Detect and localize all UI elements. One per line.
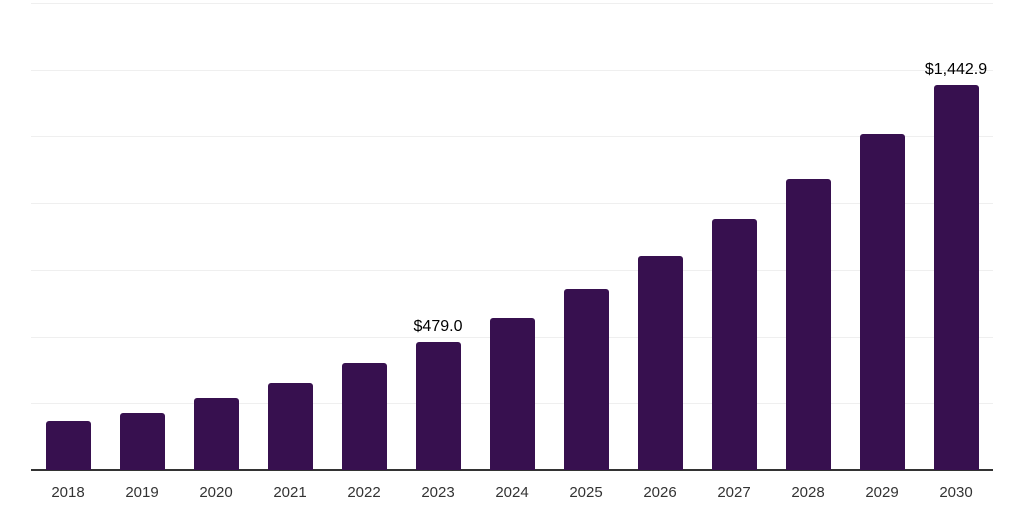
bar-2029[interactable] (859, 133, 905, 470)
gridline (31, 203, 993, 205)
x-tick-2025: 2025 (569, 484, 603, 501)
bar-2019[interactable] (119, 413, 165, 470)
x-tick-2030: 2030 (939, 484, 973, 501)
x-axis-line (31, 469, 993, 471)
x-tick-2023: 2023 (421, 484, 455, 501)
x-tick-2022: 2022 (347, 484, 381, 501)
gridline (31, 136, 993, 138)
x-tick-2019: 2019 (125, 484, 159, 501)
gridline (31, 3, 993, 4)
bar-2023[interactable] (415, 342, 461, 470)
bar-2021[interactable] (267, 383, 313, 470)
bar-2028[interactable] (785, 178, 831, 470)
bar-2022[interactable] (341, 363, 387, 470)
x-tick-2018: 2018 (51, 484, 85, 501)
x-tick-2020: 2020 (199, 484, 233, 501)
bar-2018[interactable] (45, 420, 91, 470)
gridline (31, 269, 993, 271)
x-tick-2028: 2028 (791, 484, 825, 501)
x-tick-2021: 2021 (273, 484, 307, 501)
bar-2020[interactable] (193, 398, 239, 470)
bar-2030[interactable] (933, 84, 979, 470)
x-tick-2029: 2029 (865, 484, 899, 501)
x-tick-2027: 2027 (717, 484, 751, 501)
bar-2025[interactable] (563, 289, 609, 470)
value-label-2030: $1,442.9 (924, 60, 988, 78)
bar-2027[interactable] (711, 219, 757, 470)
gridline (31, 69, 993, 71)
x-tick-2024: 2024 (495, 484, 529, 501)
value-label-2023: $479.0 (413, 318, 463, 336)
bar-2026[interactable] (637, 255, 683, 470)
x-tick-2026: 2026 (643, 484, 677, 501)
bar-2024[interactable] (489, 317, 535, 470)
